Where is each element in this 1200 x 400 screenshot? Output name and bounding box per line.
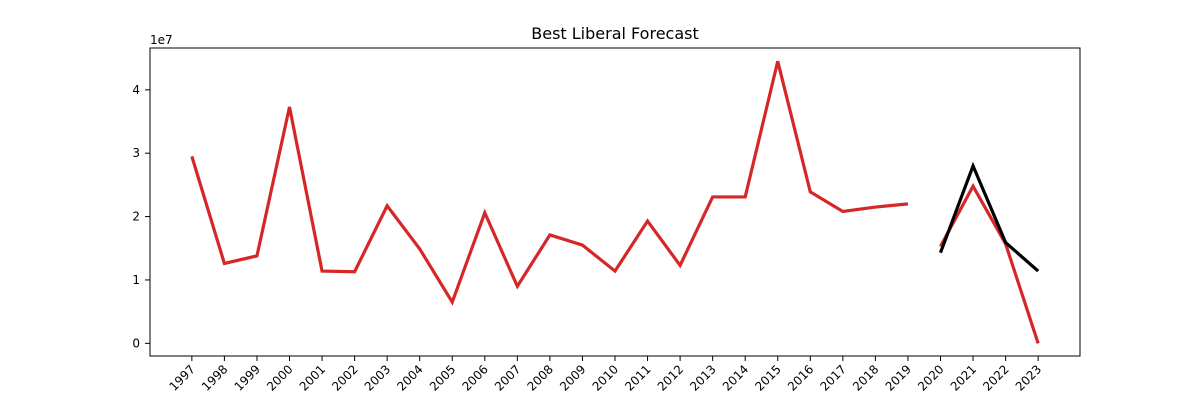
x-tick-label: 2013 (687, 362, 718, 393)
x-tick-label: 2006 (459, 362, 490, 393)
y-tick-label: 4 (132, 83, 140, 97)
y-tick-label: 3 (132, 146, 140, 160)
x-tick-label: 2015 (752, 362, 783, 393)
x-tick-label: 1999 (232, 362, 263, 393)
series-line-1 (190, 60, 909, 306)
x-tick-label: 1997 (166, 362, 197, 393)
x-tick-label: 2019 (883, 362, 914, 393)
x-tick-label: 2007 (492, 362, 523, 393)
y-tick-label: 1 (132, 273, 140, 287)
x-tick-label: 2010 (590, 362, 621, 393)
x-tick-label: 2000 (264, 362, 295, 393)
x-tick-label: 2009 (557, 362, 588, 393)
x-tick-label: 2011 (622, 362, 653, 393)
x-tick-label: 2020 (915, 362, 946, 393)
x-tick-label: 2018 (850, 362, 881, 393)
plot-frame (149, 47, 1081, 357)
x-tick-label: 2001 (297, 362, 328, 393)
y-offset-label: 1e7 (150, 33, 173, 47)
x-tick-label: 2002 (329, 362, 360, 393)
x-tick-label: 2012 (655, 362, 686, 393)
y-tick-label: 2 (132, 210, 140, 224)
x-tick-label: 2004 (394, 362, 425, 393)
series-line-2 (939, 182, 1040, 344)
chart-title: Best Liberal Forecast (531, 24, 699, 43)
x-tick-label: 1998 (199, 362, 230, 393)
series-line-3 (939, 161, 1040, 273)
x-tick-label: 2022 (980, 362, 1011, 393)
y-tick-label: 0 (132, 336, 140, 350)
x-tick-label: 2017 (817, 362, 848, 393)
x-tick-label: 2003 (362, 362, 393, 393)
x-tick-label: 2008 (525, 362, 556, 393)
x-tick-label: 2023 (1013, 362, 1044, 393)
x-tick-label: 2021 (948, 362, 979, 393)
x-tick-label: 2016 (785, 362, 816, 393)
x-tick-label: 2005 (427, 362, 458, 393)
x-tick-label: 2014 (720, 362, 751, 393)
